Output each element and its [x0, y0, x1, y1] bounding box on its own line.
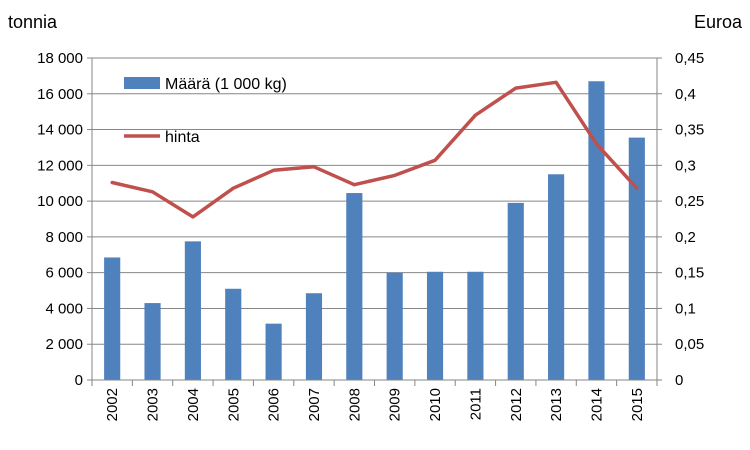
bar-2015 — [628, 137, 645, 380]
legend-label-maara: Määrä (1 000 kg) — [165, 76, 287, 93]
legend-label-hinta: hinta — [165, 129, 200, 146]
left-tick-label: 8 000 — [45, 229, 83, 246]
bar-2003 — [144, 303, 161, 380]
right-axis-ticks: 0 0,05 0,1 0,15 0,2 0,25 0,3 0,35 0,4 0,45 — [675, 50, 704, 389]
right-tick-label: 0,45 — [675, 50, 704, 67]
left-tick-label: 12 000 — [37, 157, 83, 174]
x-tick-label: 2012 — [508, 388, 525, 421]
right-tick-label: 0,25 — [675, 193, 704, 210]
right-tick-label: 0,2 — [675, 229, 696, 246]
x-tick-label: 2002 — [104, 388, 121, 421]
x-tick-label: 2003 — [145, 388, 162, 421]
x-tick-label: 2004 — [185, 388, 202, 421]
bar-2008 — [346, 193, 363, 380]
x-tick-label: 2013 — [548, 388, 565, 421]
bar-series — [104, 81, 645, 380]
bar-2013 — [548, 174, 565, 380]
left-tick-label: 18 000 — [37, 50, 83, 67]
x-tick-label: 2006 — [266, 388, 283, 421]
left-axis-ticks: 0 2 000 4 000 6 000 8 000 10 000 12 000 14 000 1… — [37, 50, 83, 389]
right-tick-label: 0,4 — [675, 86, 696, 103]
left-tick-label: 4 000 — [45, 300, 83, 317]
legend: Määrä (1 000 kg) hinta — [124, 76, 287, 146]
hinta-line — [110, 80, 639, 219]
left-tick-label: 16 000 — [37, 86, 83, 103]
x-tick-label: 2010 — [427, 388, 444, 421]
right-tick-label: 0,05 — [675, 336, 704, 353]
x-tick-label: 2007 — [306, 388, 323, 421]
bar-2012 — [507, 202, 524, 380]
x-tick-label: 2009 — [387, 388, 404, 421]
x-tick-label: 2014 — [588, 388, 605, 421]
left-tick-label: 2 000 — [45, 336, 83, 353]
left-axis-unit: tonnia — [8, 12, 58, 32]
right-tick-label: 0,35 — [675, 122, 704, 139]
right-axis-unit: Euroa — [694, 12, 743, 32]
bar-2010 — [426, 271, 444, 380]
x-tick-label: 2008 — [346, 388, 363, 421]
bar-2007 — [305, 293, 323, 380]
right-tick-label: 0 — [675, 372, 683, 389]
bar-2014 — [588, 81, 605, 380]
right-tick-label: 0,3 — [675, 157, 696, 174]
right-tick-label: 0,15 — [675, 265, 704, 282]
x-tick-label: 2011 — [467, 388, 484, 420]
bar-2002 — [104, 257, 121, 380]
right-tick-label: 0,1 — [675, 300, 696, 317]
axes — [87, 57, 662, 386]
line-series — [110, 80, 639, 219]
bar-2011 — [467, 271, 484, 380]
x-tick-label: 2005 — [225, 388, 242, 421]
bar-2004 — [184, 241, 201, 380]
left-tick-label: 10 000 — [37, 193, 83, 210]
x-axis-ticks: 2002 2003 2004 2005 2006 2007 2008 2009 2010 2011… — [104, 388, 646, 421]
bar-2006 — [265, 323, 282, 380]
bar-2005 — [225, 288, 242, 380]
left-tick-label: 14 000 — [37, 122, 83, 139]
bar-2009 — [386, 272, 403, 380]
legend-swatch-maara — [124, 77, 160, 89]
x-tick-label: 2015 — [629, 388, 646, 421]
left-tick-label: 0 — [75, 372, 83, 389]
left-tick-label: 6 000 — [45, 265, 83, 282]
